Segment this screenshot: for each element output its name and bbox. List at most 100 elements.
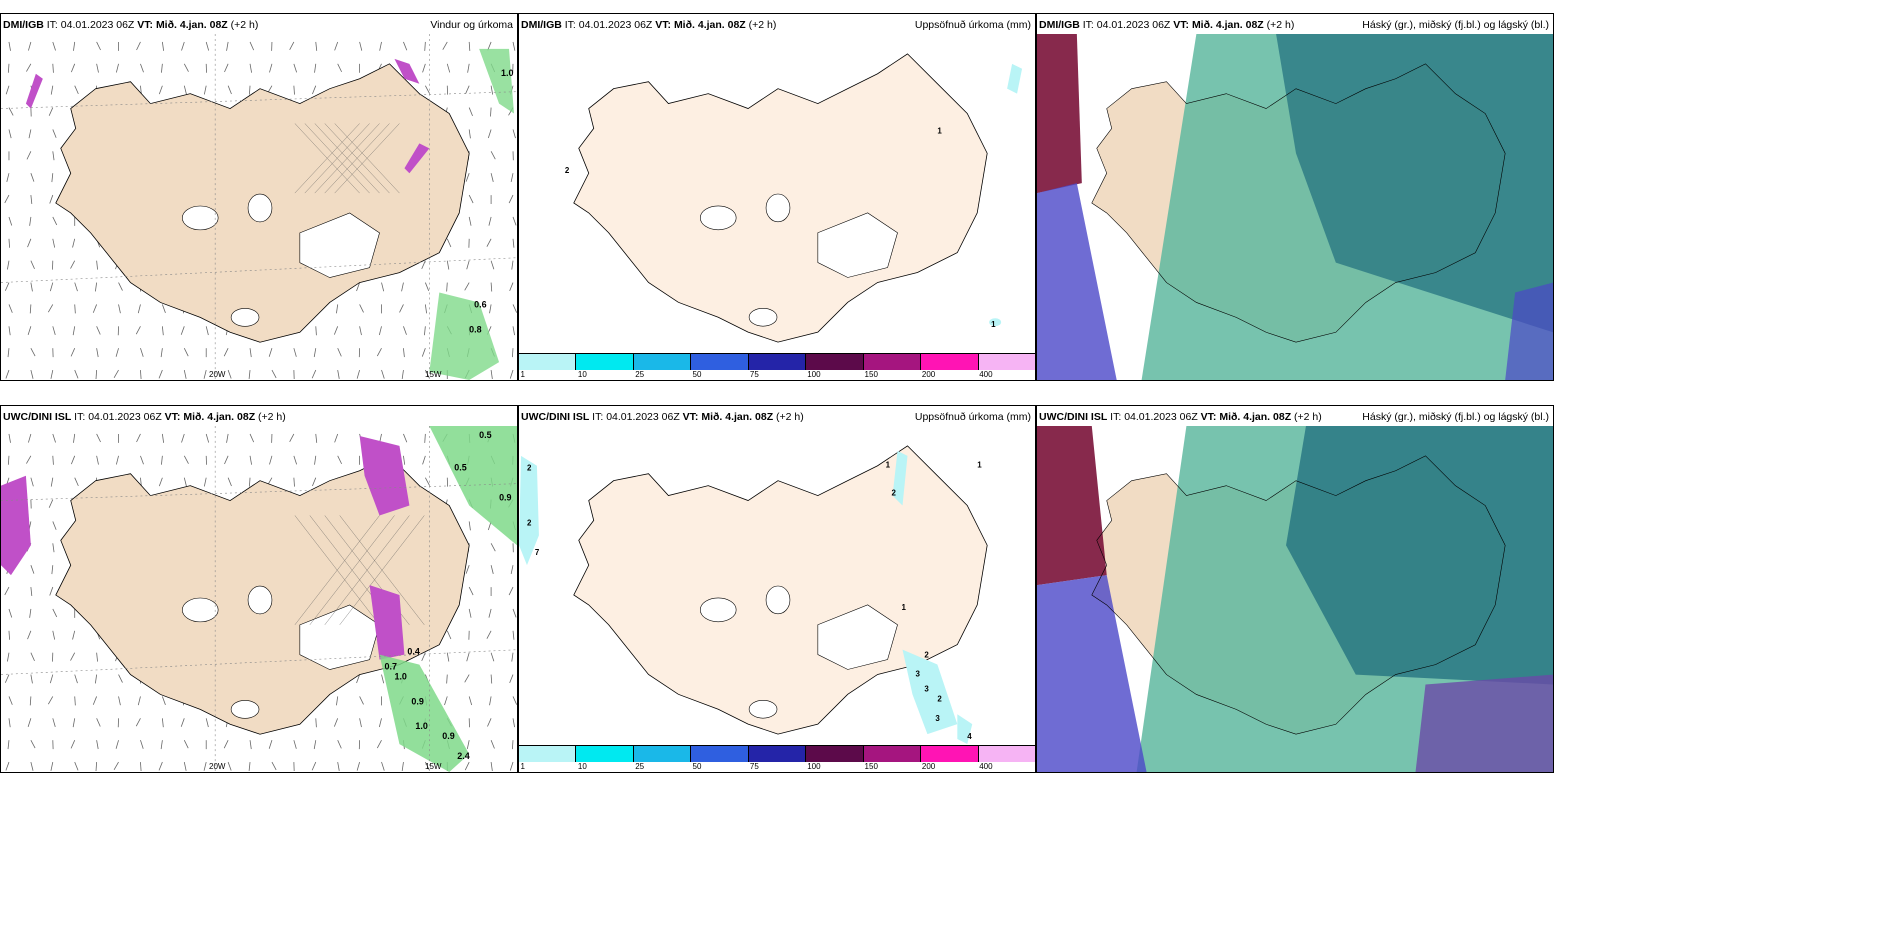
wind-barb [336, 304, 339, 314]
wind-barb [490, 740, 495, 749]
wind-map-svg: 0.6 0.8 1.0 [1, 34, 517, 380]
colorbar-tick: 1 [520, 762, 525, 771]
wind-barb [30, 565, 35, 574]
wind-barb [446, 63, 451, 73]
accum-value-labels: 2 2 7 1 2 1 1 2 3 3 2 3 4 [527, 461, 982, 741]
wind-barb [312, 85, 317, 95]
wind-barb [248, 370, 251, 379]
wind-barb [508, 586, 514, 596]
wind-barb [4, 194, 10, 204]
map-area[interactable] [1037, 34, 1553, 380]
wind-barb [136, 41, 141, 51]
colorbar-tick: 75 [749, 762, 759, 771]
wind-barb [424, 304, 427, 314]
wind-barb [464, 674, 470, 683]
colorbar-swatches [519, 746, 1035, 762]
wind-barb [293, 63, 298, 73]
wind-barb [511, 260, 514, 270]
map-area[interactable]: 2 2 7 1 2 1 1 2 3 3 2 3 4 [519, 426, 1035, 746]
wind-barb [180, 326, 185, 335]
wind-barb [52, 543, 55, 553]
wind-barb [465, 565, 470, 574]
wind-barb [52, 718, 56, 728]
wind-barb [512, 304, 517, 313]
wind-barb [74, 304, 76, 314]
value-label: 2 [527, 518, 532, 527]
wind-barb [424, 369, 430, 379]
precip-value-labels: 0.5 0.5 0.9 0.7 1.0 0.9 1.0 0.9 2.4 0.4 [385, 430, 512, 761]
wind-barb [486, 630, 492, 639]
colorbar-swatch [576, 746, 634, 762]
wind-barb [446, 260, 450, 270]
wind-barb [7, 348, 10, 358]
wind-barb [334, 433, 339, 443]
panel-title: Háský (gr.), miðský (fj.bl.) og lágský (… [1362, 411, 1549, 423]
panel-wind-precip-uwc[interactable]: UWC/DINI ISL IT: 04.01.2023 06Z VT: Mið.… [0, 405, 518, 773]
wind-barb [29, 216, 32, 226]
value-label: 1 [902, 603, 907, 612]
value-label: 0.6 [474, 299, 486, 309]
wind-barb [140, 348, 144, 357]
wind-barb [26, 63, 32, 72]
wind-barb [136, 433, 141, 443]
colorbar-swatch [748, 354, 807, 370]
wind-barb [158, 369, 163, 379]
wind-barb [205, 718, 209, 728]
wind-barb [8, 326, 11, 336]
wind-barb [401, 762, 404, 771]
wind-barb [248, 762, 251, 771]
colorbar-swatch [978, 354, 1035, 370]
wind-barb [72, 630, 76, 640]
wind-barb [161, 455, 163, 465]
wind-barb [183, 348, 189, 357]
colorbar: 1 10 25 50 75 100 150 200 400 [519, 745, 1035, 772]
wind-barb [113, 369, 119, 379]
map-area[interactable]: 0.5 0.5 0.9 0.7 1.0 0.9 1.0 0.9 2.4 0.4 [1, 426, 517, 772]
wind-barb [271, 761, 277, 771]
wind-barb [249, 63, 252, 73]
wind-barb [223, 740, 229, 749]
wind-barb [356, 761, 360, 771]
wind-barb [489, 304, 492, 314]
wind-barb [446, 238, 452, 248]
map-area[interactable]: 2 1 1 [519, 34, 1035, 354]
wind-barb [137, 696, 141, 706]
colorbar-tick: 150 [864, 370, 878, 379]
panel-accum-precip-dmi[interactable]: DMI/IGB IT: 04.01.2023 06Z VT: Mið. 4.ja… [518, 13, 1036, 381]
panel-wind-precip-dmi[interactable]: DMI/IGB IT: 04.01.2023 06Z VT: Mið. 4.ja… [0, 13, 518, 381]
wind-barb [512, 41, 516, 51]
panel-clouds-dmi[interactable]: DMI/IGB IT: 04.01.2023 06Z VT: Mið. 4.ja… [1036, 13, 1554, 381]
wind-barb [26, 455, 32, 464]
wind-barb [226, 41, 229, 51]
wind-barb [74, 696, 76, 706]
wind-barb [269, 455, 273, 465]
cloud-low-field [1037, 575, 1147, 772]
map-area[interactable]: 0.6 0.8 1.0 [1, 34, 517, 380]
wind-barb [337, 455, 342, 465]
wind-barb [160, 348, 163, 358]
wind-barb [512, 238, 515, 248]
wind-barb [50, 761, 54, 771]
wind-barb [70, 348, 76, 357]
wind-barb [30, 761, 34, 771]
wind-barb [48, 107, 54, 116]
panel-clouds-uwc[interactable]: UWC/DINI ISL IT: 04.01.2023 06Z VT: Mið.… [1036, 405, 1554, 773]
cloud-map-svg [1037, 426, 1553, 772]
wind-barb [27, 238, 32, 248]
wind-barb [137, 304, 141, 314]
wind-barb [403, 433, 408, 443]
wind-barb [359, 304, 364, 313]
lon-label-15w: 15W [425, 762, 442, 771]
cloud-mid-field [1276, 34, 1553, 333]
wind-barb [158, 477, 163, 487]
wind-barb [52, 151, 55, 161]
panel-accum-precip-uwc[interactable]: UWC/DINI ISL IT: 04.01.2023 06Z VT: Mið.… [518, 405, 1036, 773]
wind-barb [70, 740, 76, 749]
wind-barb [73, 41, 76, 51]
glaciers [699, 193, 898, 327]
map-area[interactable] [1037, 426, 1553, 772]
wind-barb [74, 369, 79, 379]
wind-barb [118, 674, 123, 683]
wind-barb [359, 696, 364, 705]
value-label: 3 [915, 669, 920, 678]
